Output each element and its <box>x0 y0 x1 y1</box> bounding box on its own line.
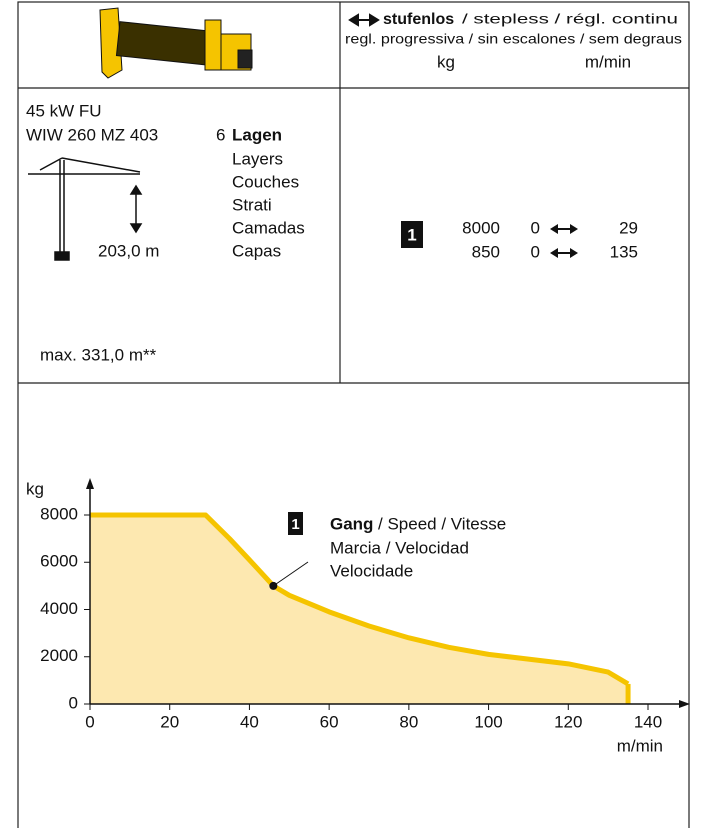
winch-icon <box>99 7 253 79</box>
x-tick-label: 0 <box>85 712 94 731</box>
bidirectional-arrow <box>348 13 380 27</box>
x-tick-label: 80 <box>399 712 418 731</box>
y-axis-arrow <box>86 478 94 489</box>
layer-translation: Strati <box>232 195 272 214</box>
crane-icon <box>28 157 143 261</box>
curve <box>90 512 630 687</box>
gear-number: 1 <box>291 516 299 533</box>
x-tick-label: 140 <box>634 712 662 731</box>
y-tick-label: 6000 <box>40 552 78 571</box>
annotation-text: Marcia / Velocidad <box>330 538 469 557</box>
unit-load: kg <box>437 52 455 71</box>
y-tick-label: 2000 <box>40 646 78 665</box>
max-length: max. 331,0 m** <box>40 345 157 364</box>
x-tick-label: 20 <box>160 712 179 731</box>
speed-min: 0 <box>531 242 540 261</box>
gear-badge <box>401 221 423 248</box>
annotation-title: Gang <box>330 514 373 533</box>
speed-max: 135 <box>610 242 638 261</box>
load: 850 <box>472 242 500 261</box>
gear-number: 1 <box>407 225 416 244</box>
x-tick-label: 120 <box>554 712 582 731</box>
model: WIW 260 MZ 403 <box>26 125 158 144</box>
unit-speed: m/min <box>585 52 631 71</box>
load: 8000 <box>462 218 500 237</box>
annotation-text: / Speed / Vitesse <box>378 514 506 533</box>
range-arrow <box>570 224 578 234</box>
y-tick-label: 4000 <box>40 599 78 618</box>
speed-min: 0 <box>531 218 540 237</box>
leader-line <box>273 561 309 587</box>
mode-translations: / stepless / régl. continu <box>462 11 678 27</box>
annotation-point <box>269 581 278 590</box>
layers-count: 6 <box>216 125 225 144</box>
rope-length: 203,0 m <box>98 241 159 260</box>
x-axis-arrow <box>679 700 690 708</box>
mode: stufenlos <box>383 11 454 28</box>
layer-translation: Camadas <box>232 218 305 237</box>
annotation-text: Velocidade <box>330 561 413 580</box>
range-arrow <box>550 224 558 234</box>
x-tick-label: 100 <box>474 712 502 731</box>
layer-translation: Capas <box>232 241 281 260</box>
y-axis-label: kg <box>26 479 44 498</box>
range-arrow <box>550 248 558 258</box>
layer-translation: Layers <box>232 149 283 168</box>
layer-translation: Couches <box>232 172 299 191</box>
gear-badge <box>288 512 303 535</box>
x-tick-label: 60 <box>320 712 339 731</box>
x-axis-label: m/min <box>617 736 663 755</box>
table-frame <box>17 1 690 828</box>
power: 45 kW FU <box>26 101 102 120</box>
range-arrow <box>570 248 578 258</box>
x-tick-label: 40 <box>240 712 259 731</box>
speed-max: 29 <box>619 218 638 237</box>
mode-translations: regl. progressiva / sin escalones / sem … <box>345 31 682 47</box>
y-tick-label: 0 <box>69 693 78 712</box>
layers-label: Lagen <box>232 125 282 144</box>
y-tick-label: 8000 <box>40 504 78 523</box>
